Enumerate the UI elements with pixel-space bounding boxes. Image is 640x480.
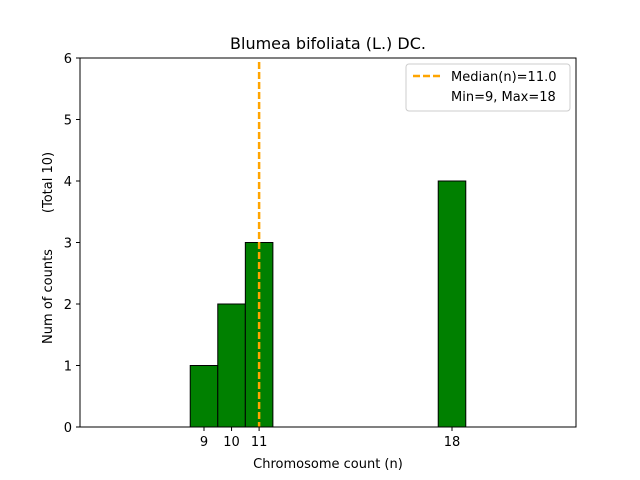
y-axis-label: Num of counts xyxy=(41,249,56,344)
x-tick-label-11: 11 xyxy=(251,435,268,450)
y-axis-total-note: (Total 10) xyxy=(41,152,56,213)
y-tick-label-5: 5 xyxy=(64,114,72,129)
y-tick-label-6: 6 xyxy=(64,52,72,67)
y-tick-label-4: 4 xyxy=(64,175,72,190)
legend-median-label: Median(n)=11.0 xyxy=(451,70,557,85)
x-axis-label: Chromosome count (n) xyxy=(253,457,403,472)
legend-minmax-label: Min=9, Max=18 xyxy=(451,90,556,105)
y-tick-label-2: 2 xyxy=(64,298,72,313)
bar-18 xyxy=(437,180,467,428)
y-tick-label-0: 0 xyxy=(64,421,72,436)
chart-title: Blumea bifoliata (L.) DC. xyxy=(230,34,426,53)
x-tick-label-10: 10 xyxy=(223,435,240,450)
y-tick-label-1: 1 xyxy=(64,360,72,375)
legend: Median(n)=11.0 Min=9, Max=18 xyxy=(405,63,571,112)
bar-9 xyxy=(189,365,219,428)
x-tick-label-18: 18 xyxy=(444,435,461,450)
plot-frame xyxy=(79,57,577,428)
x-tick-label-9: 9 xyxy=(200,435,208,450)
y-ticks: 0 1 2 3 4 5 6 xyxy=(64,52,80,436)
y-tick-label-3: 3 xyxy=(64,237,72,252)
bars xyxy=(189,180,467,428)
x-ticks: 9 10 11 18 xyxy=(200,427,460,450)
bar-10 xyxy=(217,303,246,428)
legend-box xyxy=(405,63,571,112)
